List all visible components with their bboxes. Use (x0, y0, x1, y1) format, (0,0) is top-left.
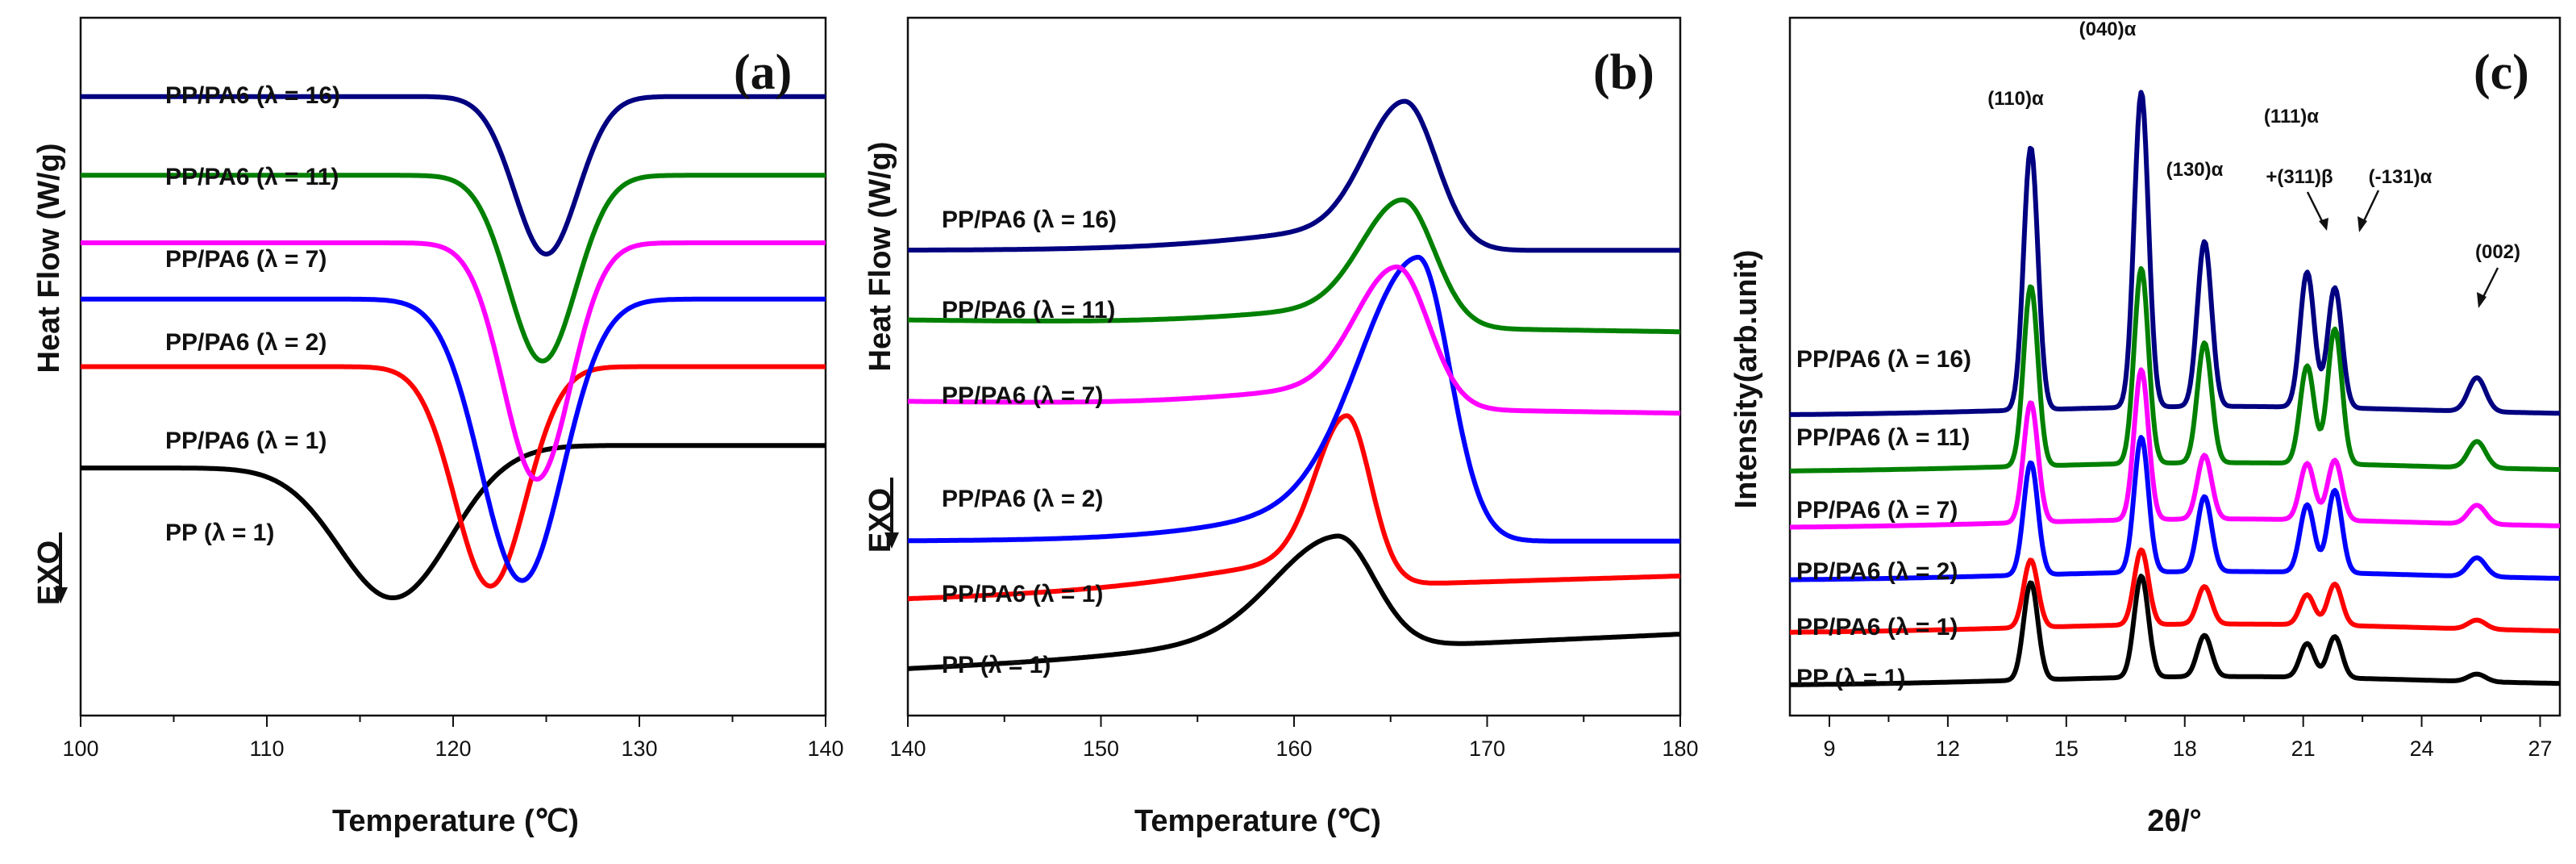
series-c-pp-pa6-16 (1788, 90, 2561, 417)
x-tick-label-c-9: 9 (1823, 737, 1835, 761)
x-tick-label-b-160: 160 (1276, 737, 1312, 761)
series-b-pp-pa6-11 (906, 197, 1682, 335)
panel-c: 9 12 15 18 21 24 27 PP/PA6 (λ = 16) PP/PA6 (λ … (1729, 16, 2561, 838)
label-c-pp-pa6-11: PP/PA6 (λ = 11) (1796, 424, 1970, 451)
ticks-b (907, 716, 1681, 727)
label-c-pp-pa6-7: PP/PA6 (λ = 7) (1796, 497, 1958, 524)
series-a-pp-pa6-2 (79, 296, 827, 583)
curves-b (906, 98, 1682, 671)
series-c-pp-1 (1788, 574, 2561, 687)
tick-labels-a: 100 110 120 130 140 (62, 737, 843, 761)
x-tick-label-a-120: 120 (435, 737, 471, 761)
x-tick-label-b-180: 180 (1662, 737, 1698, 761)
exo-arrow-a (53, 532, 68, 603)
arrow-131 (2358, 190, 2380, 232)
panel-letter-c: (c) (2474, 45, 2529, 100)
x-tick-label-b-170: 170 (1469, 737, 1505, 761)
label-b-pp-pa6-16: PP/PA6 (λ = 16) (942, 207, 1117, 233)
series-b-pp-pa6-7 (906, 264, 1682, 416)
x-tick-label-a-110: 110 (249, 737, 284, 761)
panel-b: 140 150 160 170 180 PP/PA6 (λ = 16) PP/PA6 (… (864, 16, 1699, 838)
x-tick-label-c-27: 27 (2528, 737, 2552, 761)
label-c-pp-1: PP (λ = 1) (1796, 665, 1905, 691)
arrow-311 (2306, 191, 2328, 231)
label-a-pp-1: PP (λ = 1) (165, 520, 274, 546)
x-tick-label-c-12: 12 (1936, 737, 1960, 761)
tick-labels-b: 140 150 160 170 180 (889, 737, 1698, 761)
peak-label-002: (002) (2475, 241, 2520, 263)
peak-annotations-c: (110)α (040)α (130)α (111)α +(311)β (-13… (1987, 19, 2520, 263)
series-a-pp-1 (79, 443, 827, 600)
curve-labels-a: PP/PA6 (λ = 16) PP/PA6 (λ = 11) PP/PA6 (… (165, 82, 340, 546)
x-axis-title-a: Temperature (℃) (332, 804, 579, 838)
label-b-pp-1: PP (λ = 1) (942, 652, 1051, 678)
x-tick-label-c-18: 18 (2173, 737, 2197, 761)
peak-label-311: +(311)β (2266, 166, 2333, 188)
label-c-pp-pa6-2: PP/PA6 (λ = 2) (1796, 558, 1958, 585)
label-b-pp-pa6-7: PP/PA6 (λ = 7) (942, 382, 1103, 409)
x-tick-label-b-150: 150 (1083, 737, 1119, 761)
curve-labels-c: PP/PA6 (λ = 16) PP/PA6 (λ = 11) PP/PA6 (… (1796, 346, 1971, 691)
series-c-pp-pa6-7 (1788, 367, 2561, 530)
y-axis-title-b: Heat Flow (W/g) (864, 142, 897, 372)
series-b-pp-1 (906, 533, 1682, 671)
exo-arrow-b (884, 478, 899, 549)
series-a-pp-pa6-11 (79, 173, 827, 364)
series-b-pp-pa6-1 (906, 413, 1682, 602)
label-b-pp-pa6-2: PP/PA6 (λ = 2) (942, 486, 1103, 512)
series-a-pp-pa6-16 (79, 94, 827, 257)
x-tick-label-a-100: 100 (62, 737, 98, 761)
peak-label-110: (110)α (1987, 88, 2044, 110)
series-b-pp-pa6-16 (906, 98, 1682, 253)
series-c-pp-pa6-2 (1788, 435, 2561, 582)
series-a-pp-pa6-1 (79, 364, 827, 589)
curves-c (1788, 90, 2561, 687)
peak-label-040: (040)α (2079, 19, 2137, 40)
peak-label-130: (130)α (2166, 159, 2224, 181)
series-c-pp-pa6-11 (1788, 265, 2561, 474)
x-axis-title-b: Temperature (℃) (1134, 804, 1381, 838)
series-c-pp-pa6-1 (1788, 547, 2561, 635)
x-tick-label-c-21: 21 (2291, 737, 2316, 761)
panel-a: 100 110 120 130 140 PP/PA6 (λ = 16) PP/PA6 (… (32, 16, 844, 838)
label-c-pp-pa6-1: PP/PA6 (λ = 1) (1796, 614, 1958, 641)
plot-frame-c (1788, 16, 2561, 717)
label-c-pp-pa6-16: PP/PA6 (λ = 16) (1796, 346, 1971, 373)
x-tick-label-b-140: 140 (889, 737, 926, 761)
label-b-pp-pa6-1: PP/PA6 (λ = 1) (942, 581, 1103, 607)
series-a-pp-pa6-7 (79, 240, 827, 482)
plot-frame-b (906, 16, 1682, 717)
x-tick-label-c-24: 24 (2410, 737, 2434, 761)
tick-labels-c: 9 12 15 18 21 24 27 (1823, 737, 2552, 761)
x-tick-label-a-130: 130 (621, 737, 657, 761)
x-axis-title-c: 2θ/° (2147, 804, 2201, 838)
peak-arrows-c (2306, 190, 2499, 308)
y-axis-title-c: Intensity(arb.unit) (1729, 250, 1763, 509)
peak-label-111: (111)α (2264, 106, 2319, 127)
ticks-a (80, 716, 826, 727)
ticks-c (1828, 716, 2541, 727)
label-a-pp-pa6-11: PP/PA6 (λ = 11) (165, 164, 339, 190)
x-tick-label-c-15: 15 (2054, 737, 2079, 761)
panel-letter-b: (b) (1593, 45, 1654, 100)
label-a-pp-pa6-16: PP/PA6 (λ = 16) (165, 82, 340, 109)
curve-labels-b: PP/PA6 (λ = 16) PP/PA6 (λ = 11) PP/PA6 (… (942, 207, 1117, 678)
arrow-002 (2477, 267, 2499, 308)
y-axis-title-a: Heat Flow (W/g) (32, 144, 66, 374)
label-a-pp-pa6-2: PP/PA6 (λ = 2) (165, 329, 327, 356)
label-a-pp-pa6-1: PP/PA6 (λ = 1) (165, 428, 327, 454)
x-tick-label-a-140: 140 (807, 737, 843, 761)
label-b-pp-pa6-11: PP/PA6 (λ = 11) (942, 297, 1115, 323)
label-a-pp-pa6-7: PP/PA6 (λ = 7) (165, 246, 327, 273)
curves-a (79, 94, 827, 600)
series-b-pp-pa6-2 (906, 254, 1682, 544)
peak-label-131: (-131)α (2369, 166, 2432, 188)
panel-letter-a: (a) (734, 45, 792, 100)
